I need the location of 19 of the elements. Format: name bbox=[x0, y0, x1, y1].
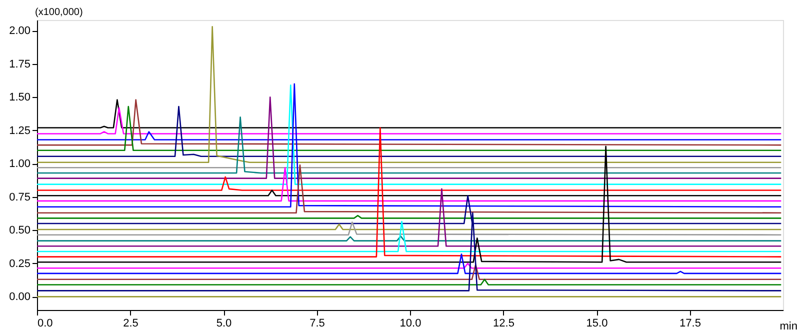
y-tick-label: 1.00 bbox=[9, 158, 30, 170]
y-tick-label: 1.50 bbox=[9, 92, 30, 104]
y-tick-label: 1.75 bbox=[9, 58, 30, 70]
x-tick-label: 10.0 bbox=[400, 318, 422, 330]
x-tick-label: 12.5 bbox=[493, 318, 514, 330]
y-tick-label: 0.75 bbox=[9, 191, 30, 204]
x-tick-label: 2.5 bbox=[123, 318, 138, 330]
y-tick-label: 2.00 bbox=[9, 25, 30, 38]
x-tick-label: 7.5 bbox=[310, 318, 325, 330]
x-axis-title: min bbox=[780, 320, 797, 332]
text: (x100,000) bbox=[35, 7, 83, 18]
x-tick-label: 15.0 bbox=[586, 318, 608, 330]
y-tick-label: 0.00 bbox=[9, 291, 30, 304]
y-tick-label: 0.25 bbox=[9, 258, 30, 270]
x-tick-label: 5.0 bbox=[216, 318, 232, 330]
x-tick-label: 17.5 bbox=[680, 318, 701, 330]
x-tick-label: 0.0 bbox=[38, 318, 53, 330]
y-tick-label: 0.50 bbox=[9, 224, 30, 237]
y-tick-label: 1.25 bbox=[9, 124, 30, 137]
